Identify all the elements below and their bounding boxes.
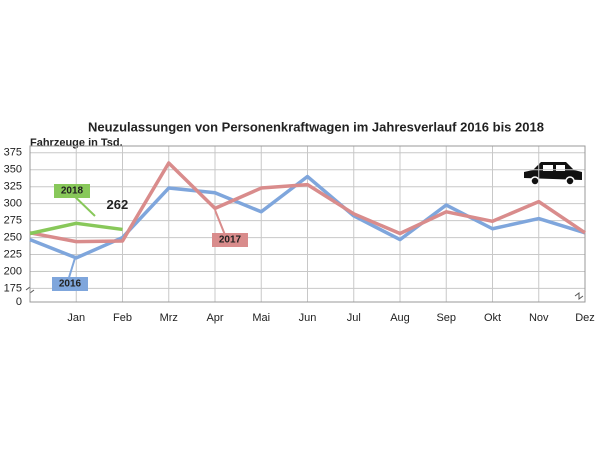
x-tick-label: Jul [347, 312, 361, 324]
y-tick-label: 225 [4, 248, 22, 260]
x-tick-label: Dez [575, 312, 595, 324]
series-tag-label: 2016 [59, 279, 82, 290]
series-tag [54, 184, 90, 198]
y-tick-label: 250 [4, 231, 22, 243]
x-tick-label: Jun [299, 312, 317, 324]
series-tag [52, 277, 88, 291]
y-tick-label: 275 [4, 215, 22, 227]
x-tick-label: Mai [252, 312, 270, 324]
x-tick-label: Sep [436, 312, 456, 324]
y-tick-label: 325 [4, 181, 22, 193]
series-tag [212, 233, 248, 247]
x-tick-label: Jan [67, 312, 85, 324]
car-icon [524, 162, 582, 186]
chart-title: Neuzulassungen von Personenkraftwagen im… [88, 119, 544, 134]
x-tick-label: Nov [529, 312, 549, 324]
axis-break [574, 292, 584, 300]
plot-frame [29, 145, 586, 303]
x-tick-label: Apr [206, 312, 223, 324]
x-tick-label: Okt [484, 312, 501, 324]
y-tick-label: 350 [4, 164, 22, 176]
y-tick-label: 375 [4, 147, 22, 159]
series-tag-label: 2017 [219, 235, 242, 246]
x-tick-label: Feb [113, 312, 132, 324]
y-tick-label: 200 [4, 265, 22, 277]
y-tick-label: 175 [4, 282, 22, 294]
series-line [29, 221, 123, 236]
y-tick-label: 300 [4, 198, 22, 210]
series-tag-label: 2018 [61, 186, 84, 197]
x-tick-label: Aug [390, 312, 410, 324]
axis-break-label: 0 [16, 296, 22, 308]
data-label: 262 [107, 197, 129, 212]
x-tick-label: Mrz [160, 312, 178, 324]
series-line [29, 161, 586, 244]
